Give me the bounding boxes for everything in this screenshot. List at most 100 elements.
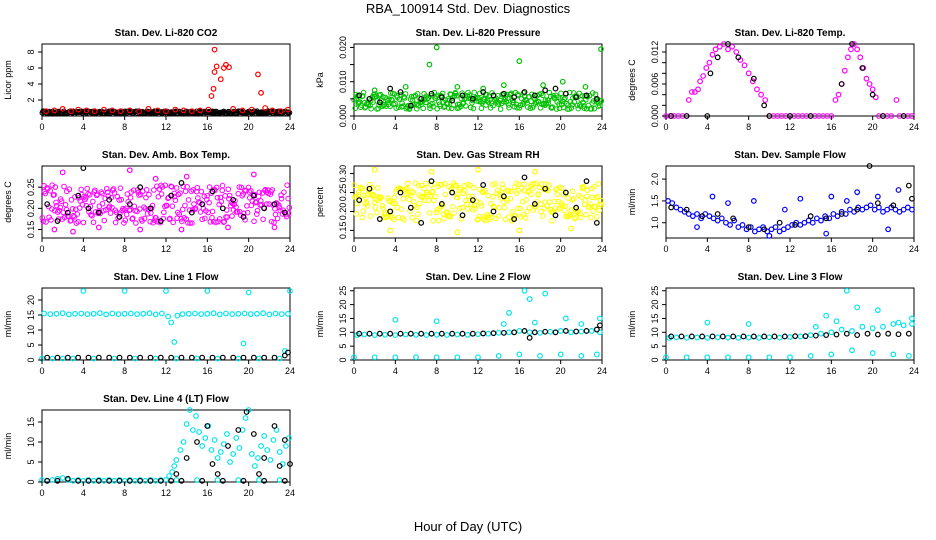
y-tick-label: 6: [26, 65, 36, 70]
plot-box: [665, 287, 915, 361]
cloud-point: [409, 214, 416, 221]
cloud-point: [401, 93, 407, 100]
data-point: [127, 310, 134, 317]
data-point: [838, 211, 845, 217]
data-point: [851, 41, 857, 47]
data-point: [516, 351, 523, 358]
data-point: [179, 311, 186, 318]
data-point: [199, 354, 206, 361]
cloud-point: [393, 105, 400, 111]
cloud-point: [105, 193, 112, 199]
cloud-point: [435, 217, 442, 224]
data-point: [166, 473, 173, 479]
data-point: [582, 83, 589, 90]
y-tick-label: 0.020: [338, 36, 348, 59]
data-point: [438, 94, 445, 101]
data-point: [376, 330, 383, 337]
data-point: [869, 91, 876, 98]
data-point: [178, 354, 185, 361]
data-point: [254, 310, 260, 317]
data-point: [278, 311, 285, 318]
cloud-point: [368, 105, 374, 112]
data-point: [261, 205, 268, 212]
data-point: [418, 95, 425, 102]
data-point: [578, 352, 585, 359]
data-point: [211, 46, 218, 53]
cloud-point: [518, 185, 525, 191]
y-tick-label: 0.006: [650, 73, 660, 96]
data-point: [183, 421, 190, 427]
cloud-point: [234, 209, 241, 215]
y-tick-label: 15: [26, 417, 36, 427]
y-tick-label: 0: [26, 357, 36, 362]
y-tick-label: 10: [26, 325, 36, 335]
cloud-point: [596, 207, 603, 214]
cloud-point: [184, 184, 190, 190]
data-point: [771, 333, 778, 340]
x-tick-label: 8: [122, 244, 127, 254]
data-point: [115, 311, 122, 318]
cloud-point: [549, 218, 555, 224]
data-layer: [39, 407, 293, 484]
data-point: [85, 477, 92, 484]
data-point: [593, 326, 600, 333]
chart-panel-9: Stan. Dev. Line 3 Flow ml/min 0 4 8 12 16 20 24 0…: [627, 272, 919, 376]
data-point: [178, 180, 185, 186]
data-point: [276, 477, 283, 483]
data-point: [255, 71, 261, 78]
cloud-point: [113, 209, 120, 216]
chart-panel-10: Stan. Dev. Line 4 (LT) Flow ml/min 0 4 8 12 16…: [3, 394, 295, 498]
cloud-point: [219, 187, 226, 194]
x-tick-label: 8: [122, 488, 127, 498]
cloud-point: [415, 182, 422, 189]
data-point: [53, 310, 60, 317]
x-tick-label: 8: [434, 366, 439, 376]
data-point: [826, 215, 833, 222]
data-point: [480, 330, 487, 337]
data-point: [271, 224, 278, 231]
cloud-point: [252, 199, 259, 206]
panel-title: Stan. Dev. Line 3 Flow: [738, 272, 843, 283]
data-point: [704, 334, 711, 341]
cloud-point: [529, 185, 536, 192]
cloud-point: [391, 216, 397, 223]
cloud-point: [177, 190, 183, 196]
y-tick-label: 15: [26, 310, 36, 320]
data-point: [189, 427, 196, 433]
cloud-point: [263, 201, 270, 207]
cloud-point: [89, 212, 95, 219]
data-point: [454, 331, 461, 338]
cloud-point: [52, 184, 59, 190]
data-point: [593, 219, 600, 226]
cloud-point: [117, 185, 124, 191]
data-point: [526, 296, 533, 302]
data-point: [766, 334, 773, 341]
chart-panel-3: Stan. Dev. Li-820 Temp. degrees C 0 4 8 12 16 2…: [627, 28, 919, 132]
x-tick-label: 16: [202, 122, 212, 132]
data-point: [706, 59, 713, 66]
data-point: [407, 204, 414, 211]
data-point: [180, 107, 187, 114]
cloud-point: [69, 206, 76, 212]
data-point: [838, 81, 845, 87]
data-point: [428, 330, 435, 337]
cloud-point: [470, 105, 477, 112]
cloud-point: [438, 181, 445, 188]
cloud-point: [204, 192, 210, 199]
cloud-point: [127, 207, 133, 213]
cloud-point: [495, 187, 501, 194]
y-tick-label: 2.0: [650, 173, 660, 186]
cloud-point: [447, 213, 454, 220]
data-point: [725, 200, 731, 206]
data-point: [859, 65, 866, 71]
data-point: [583, 178, 590, 185]
data-point: [371, 332, 378, 338]
cloud-point: [544, 203, 550, 209]
cloud-point: [523, 197, 529, 203]
panel-title: Stan. Dev. Li-820 CO2: [115, 28, 218, 39]
data-point: [173, 355, 180, 362]
data-point: [126, 477, 133, 484]
cloud-point: [459, 204, 465, 211]
data-point: [209, 461, 216, 467]
